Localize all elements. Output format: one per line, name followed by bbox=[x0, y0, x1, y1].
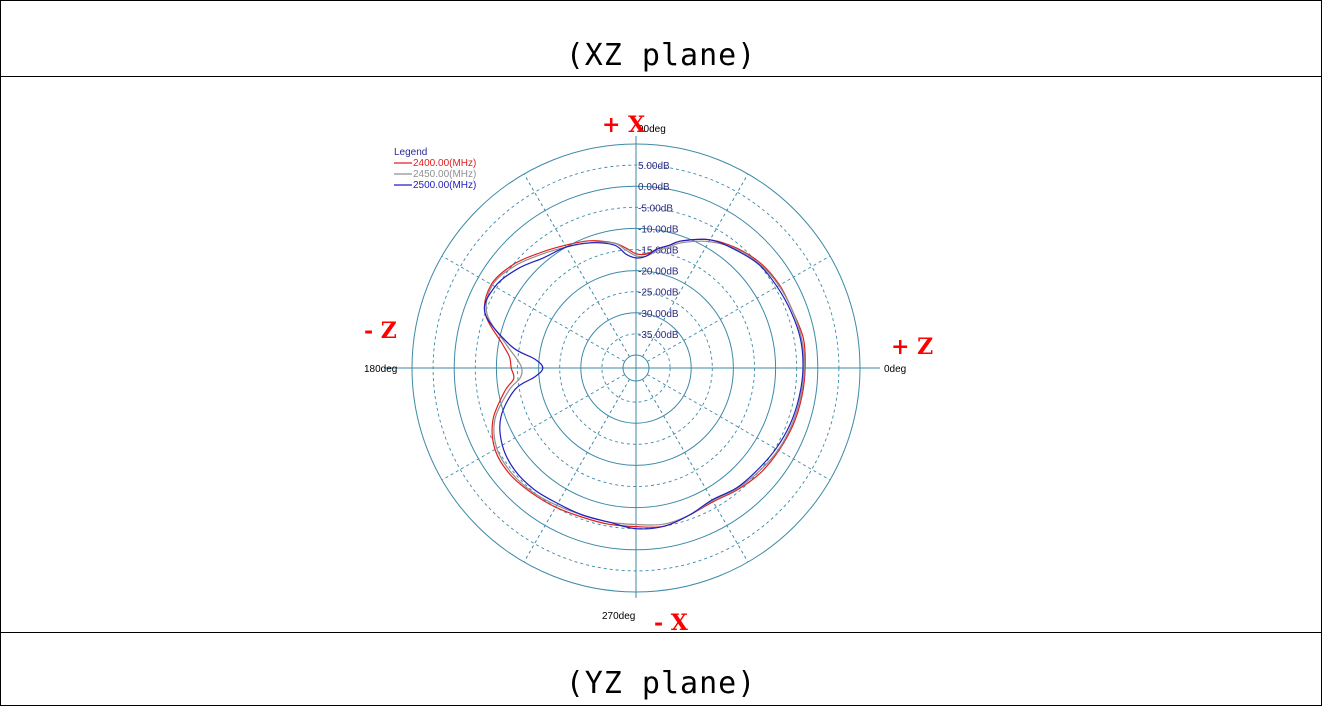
series-curve bbox=[483, 238, 806, 528]
axis-annotation: + Z bbox=[891, 334, 933, 360]
caption-xz-plane: (XZ plane) bbox=[565, 38, 757, 73]
series-curves bbox=[483, 238, 806, 530]
axis-annotation: + X bbox=[602, 112, 646, 138]
grid-spoke bbox=[441, 255, 625, 362]
grid-spoke bbox=[647, 255, 831, 362]
angle-label: 270deg bbox=[602, 611, 635, 622]
series-curve bbox=[485, 240, 805, 526]
axis-annotation: - X bbox=[654, 610, 689, 633]
table-row-divider-bottom bbox=[0, 632, 1322, 633]
series-curve bbox=[483, 238, 804, 530]
radial-tick-label: 5.00dB bbox=[638, 161, 670, 172]
radial-tick-label: -5.00dB bbox=[638, 203, 673, 214]
angle-label: 180deg bbox=[364, 364, 397, 375]
radial-tick-label: 0.00dB bbox=[638, 182, 670, 193]
axis-annotation: - Z bbox=[364, 318, 397, 344]
axis-annotations: + X - X + Z - Z bbox=[364, 112, 933, 633]
legend-entry: 2500.00(MHz) bbox=[413, 180, 476, 191]
grid-spoke bbox=[523, 379, 630, 563]
polar-radiation-chart: 5.00dB0.00dB-5.00dB-10.00dB-15.00dB-20.0… bbox=[364, 112, 933, 633]
angle-label: 0deg bbox=[884, 364, 906, 375]
angle-labels: 90deg 0deg 180deg 270deg bbox=[364, 124, 906, 622]
angle-label: 90deg bbox=[638, 124, 666, 135]
grid-spoke bbox=[642, 173, 749, 357]
caption-yz-plane: (YZ plane) bbox=[565, 666, 757, 701]
radial-tick-label: -30.00dB bbox=[638, 309, 679, 320]
radial-tick-label: -20.00dB bbox=[638, 267, 679, 278]
legend-entry: 2450.00(MHz) bbox=[413, 169, 476, 180]
radial-tick-label: -35.00dB bbox=[638, 330, 679, 341]
legend-entry: 2400.00(MHz) bbox=[413, 158, 476, 169]
grid-spoke bbox=[647, 374, 831, 481]
grid-spoke bbox=[523, 173, 630, 357]
grid-spoke bbox=[441, 374, 625, 481]
table-row-divider-top bbox=[0, 76, 1322, 77]
radial-tick-label: -25.00dB bbox=[638, 288, 679, 299]
legend: Legend2400.00(MHz)2450.00(MHz)2500.00(MH… bbox=[394, 147, 476, 191]
grid-spoke bbox=[642, 379, 749, 563]
radial-tick-label: -10.00dB bbox=[638, 224, 679, 235]
legend-title: Legend bbox=[394, 147, 427, 158]
